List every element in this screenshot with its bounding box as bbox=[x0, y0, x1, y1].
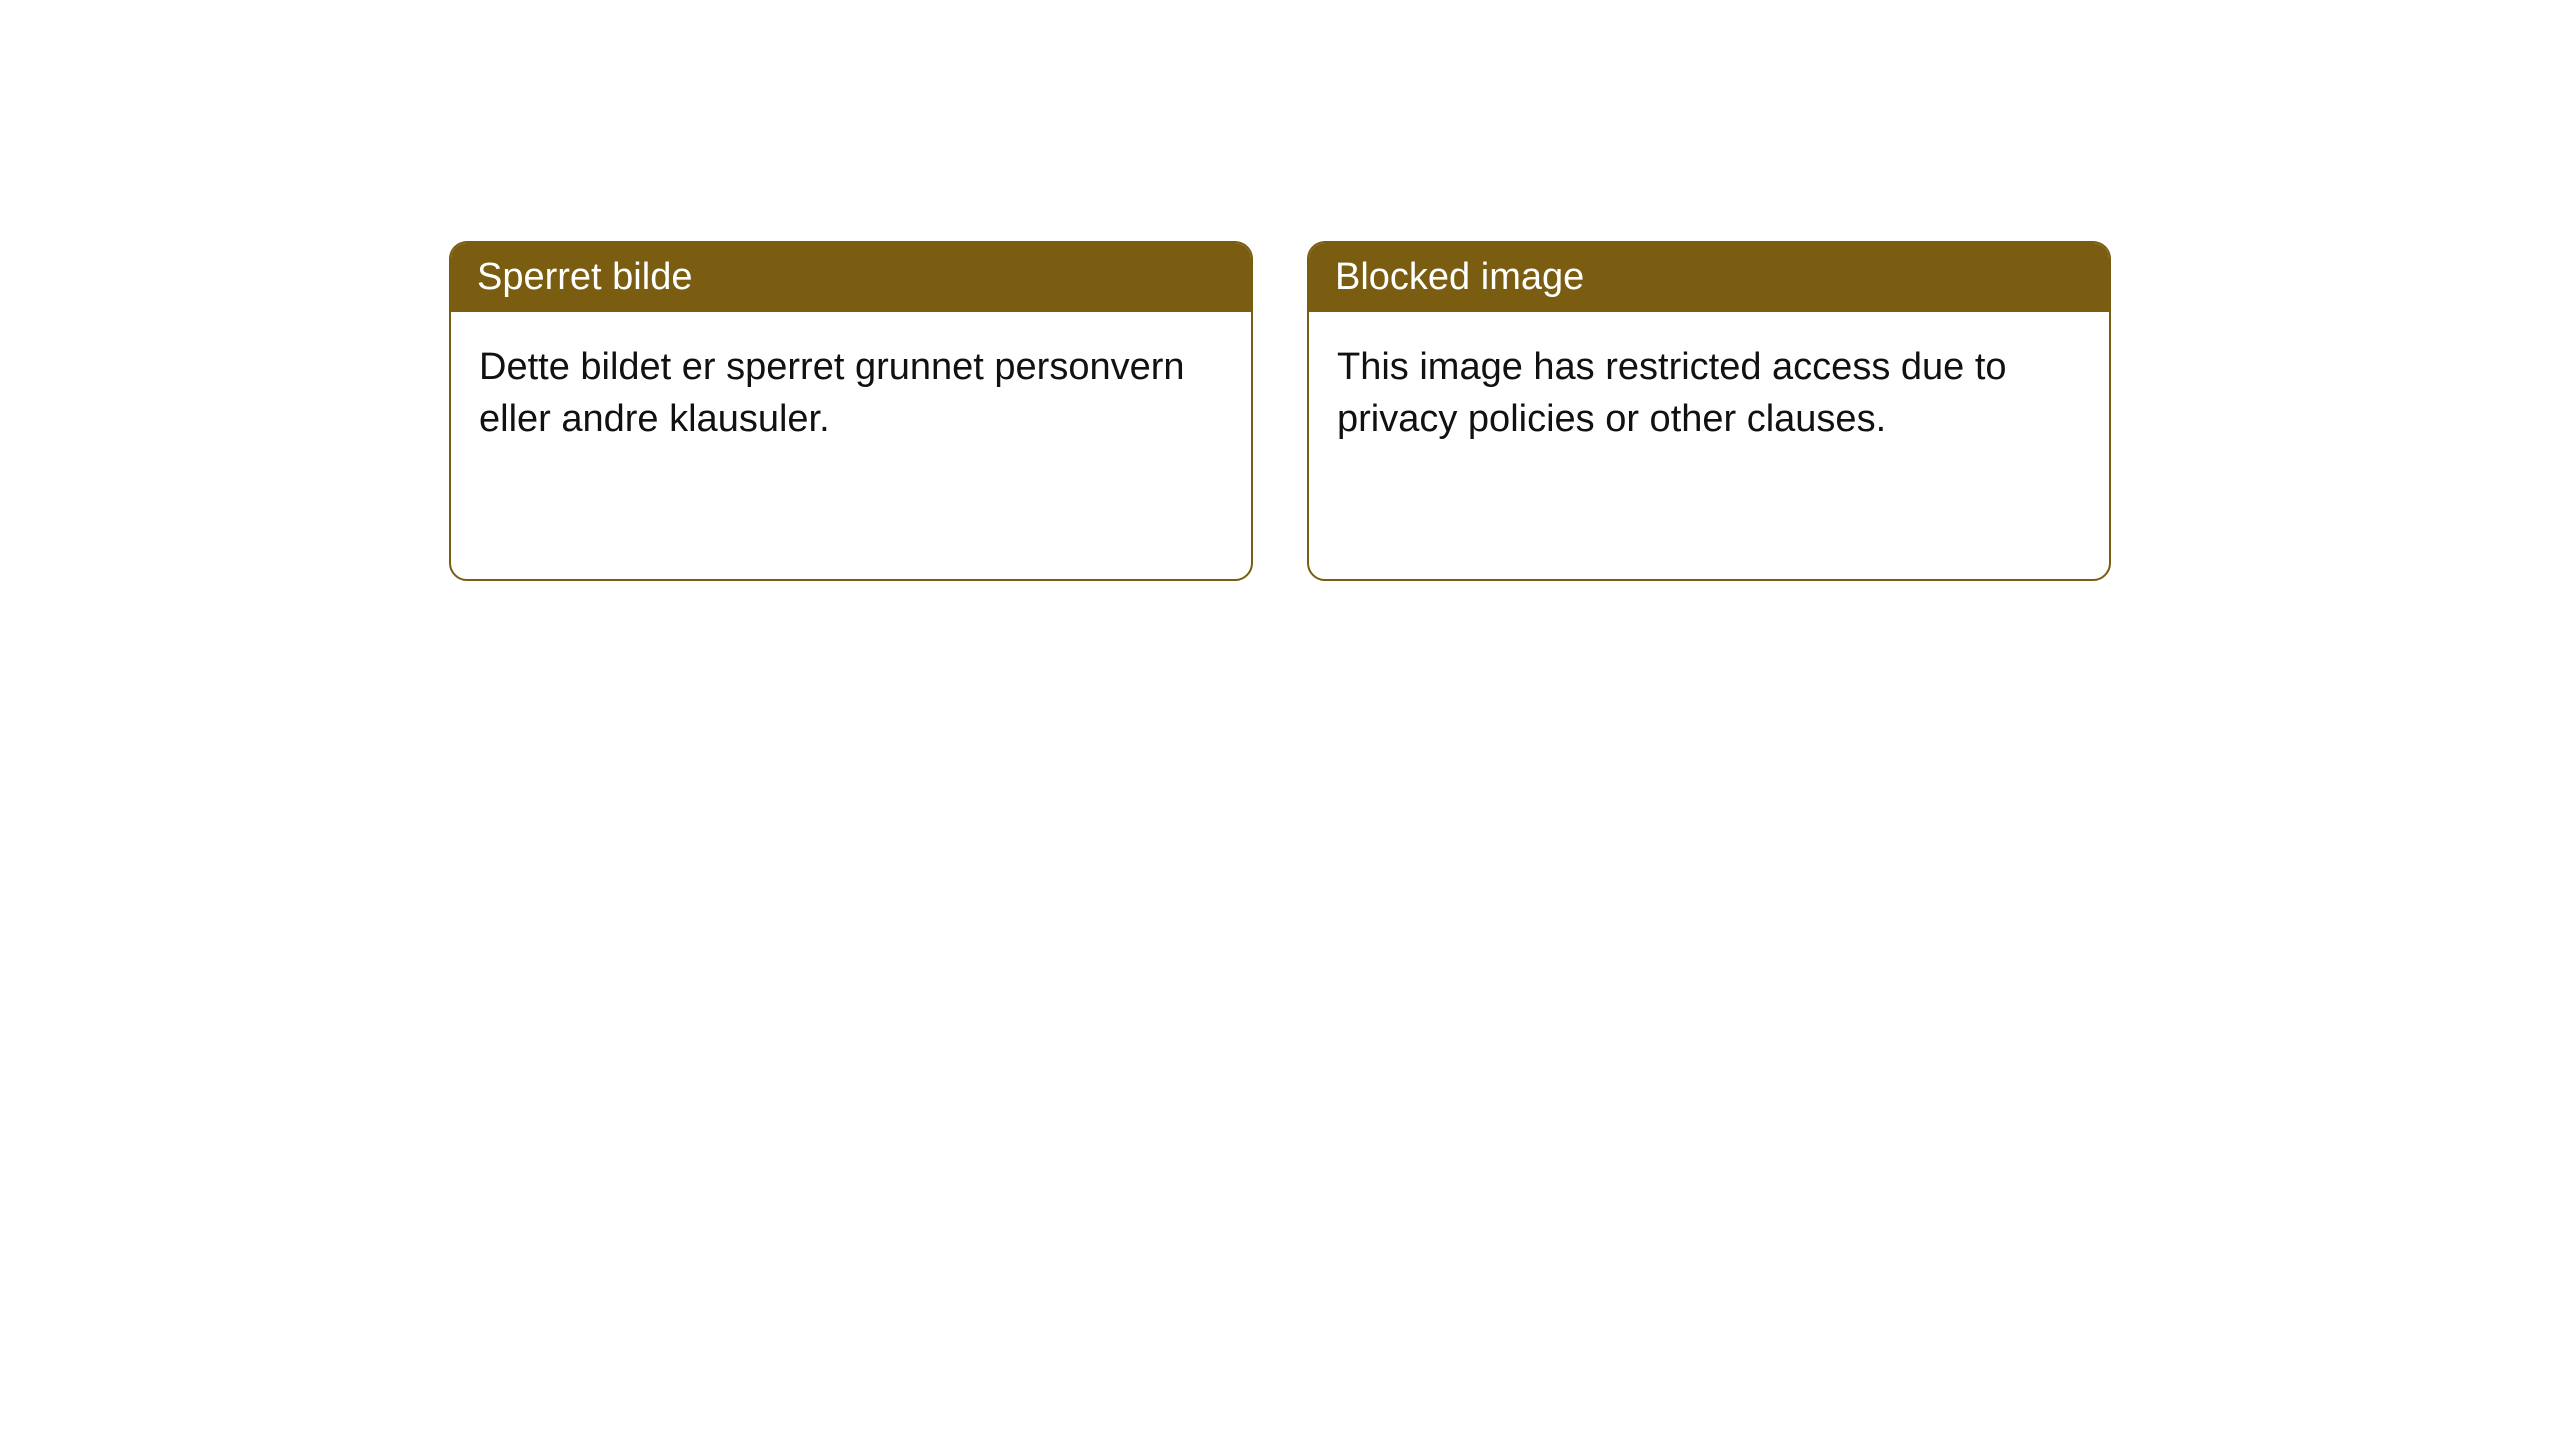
notice-card-norwegian: Sperret bilde Dette bildet er sperret gr… bbox=[449, 241, 1253, 581]
card-header: Blocked image bbox=[1309, 243, 2109, 312]
card-message: This image has restricted access due to … bbox=[1337, 346, 2007, 439]
card-title: Sperret bilde bbox=[477, 256, 692, 298]
card-body: This image has restricted access due to … bbox=[1309, 312, 2109, 475]
card-message: Dette bildet er sperret grunnet personve… bbox=[479, 346, 1185, 439]
notice-card-english: Blocked image This image has restricted … bbox=[1307, 241, 2111, 581]
card-title: Blocked image bbox=[1335, 256, 1584, 298]
notice-cards-container: Sperret bilde Dette bildet er sperret gr… bbox=[449, 241, 2111, 581]
card-header: Sperret bilde bbox=[451, 243, 1251, 312]
card-body: Dette bildet er sperret grunnet personve… bbox=[451, 312, 1251, 475]
